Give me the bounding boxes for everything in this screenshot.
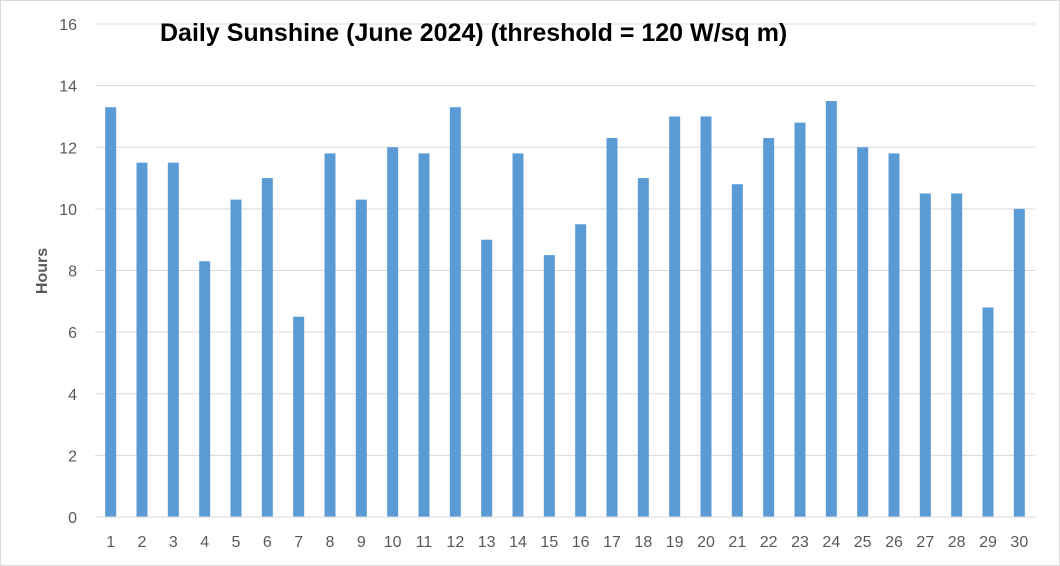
bar-day-13 (481, 239, 493, 517)
x-tick-label: 22 (760, 534, 778, 551)
bar-day-21 (731, 184, 743, 517)
x-tick-label: 5 (232, 534, 241, 551)
x-tick-label: 13 (478, 534, 496, 551)
bar-day-16 (575, 224, 587, 517)
bar-day-29 (982, 307, 994, 517)
bar-day-8 (324, 153, 336, 517)
bar-day-10 (387, 147, 399, 517)
bar-day-24 (825, 101, 837, 517)
bar-day-23 (794, 122, 806, 517)
x-tick-label: 23 (791, 534, 809, 551)
bar-day-15 (543, 255, 555, 517)
y-tick-label: 16 (59, 17, 77, 34)
bar-day-14 (512, 153, 524, 517)
x-tick-label: 1 (106, 534, 115, 551)
bar-day-7 (293, 316, 305, 517)
x-tick-label: 4 (200, 534, 209, 551)
x-tick-label: 19 (666, 534, 684, 551)
y-tick-label: 0 (68, 510, 77, 527)
x-tick-label: 16 (572, 534, 590, 551)
bar-day-9 (355, 199, 367, 517)
x-tick-label: 26 (885, 534, 903, 551)
y-tick-label: 2 (68, 448, 77, 465)
x-tick-label: 8 (326, 534, 335, 551)
bar-day-27 (919, 193, 931, 517)
x-tick-label: 24 (822, 534, 840, 551)
bar-day-20 (700, 116, 712, 517)
bar-day-22 (763, 138, 775, 517)
bar-day-25 (857, 147, 869, 517)
x-tick-label: 14 (509, 534, 527, 551)
x-tick-label: 30 (1010, 534, 1028, 551)
y-tick-label: 8 (68, 264, 77, 281)
bar-day-18 (637, 178, 649, 517)
x-tick-label: 20 (697, 534, 715, 551)
y-axis-label: Hours (34, 248, 51, 294)
x-tick-label: 6 (263, 534, 272, 551)
x-tick-label: 7 (294, 534, 303, 551)
bar-day-2 (136, 162, 148, 517)
bar-day-19 (669, 116, 681, 517)
bars (105, 101, 1025, 517)
bar-day-11 (418, 153, 430, 517)
bar-day-28 (951, 193, 963, 517)
x-tick-label: 11 (416, 534, 433, 551)
x-tick-label: 27 (916, 534, 934, 551)
x-tick-label: 10 (384, 534, 402, 551)
x-tick-label: 21 (728, 534, 746, 551)
x-tick-label: 9 (357, 534, 366, 551)
bar-day-17 (606, 138, 618, 517)
bar-day-30 (1013, 208, 1025, 517)
x-tick-label: 25 (854, 534, 872, 551)
y-tick-label: 4 (68, 387, 77, 404)
bar-day-6 (261, 178, 273, 517)
bar-day-3 (167, 162, 179, 517)
y-axis-ticks: 0 2 4 6 8 10 12 14 16 (59, 17, 77, 527)
bar-day-1 (105, 107, 117, 517)
bar-day-12 (449, 107, 461, 517)
y-tick-label: 14 (59, 79, 77, 96)
x-tick-label: 17 (603, 534, 621, 551)
y-tick-label: 10 (59, 202, 77, 219)
chart-title: Daily Sunshine (June 2024) (threshold = … (160, 19, 787, 47)
x-tick-label: 28 (948, 534, 966, 551)
x-tick-label: 3 (169, 534, 178, 551)
x-axis-ticks: 1 2 3 4 5 6 7 8 9 10 11 12 13 14 15 16 17 18 19 20 21 22 23 24 2… (106, 534, 1028, 551)
y-tick-label: 12 (59, 140, 77, 157)
x-tick-label: 15 (540, 534, 558, 551)
gridlines (95, 23, 1035, 456)
x-tick-label: 12 (446, 534, 464, 551)
bar-day-26 (888, 153, 900, 517)
x-tick-label: 18 (634, 534, 652, 551)
bar-day-4 (199, 261, 211, 517)
x-tick-label: 29 (979, 534, 997, 551)
bar-day-5 (230, 199, 242, 517)
y-tick-label: 6 (68, 325, 77, 342)
x-tick-label: 2 (138, 534, 147, 551)
